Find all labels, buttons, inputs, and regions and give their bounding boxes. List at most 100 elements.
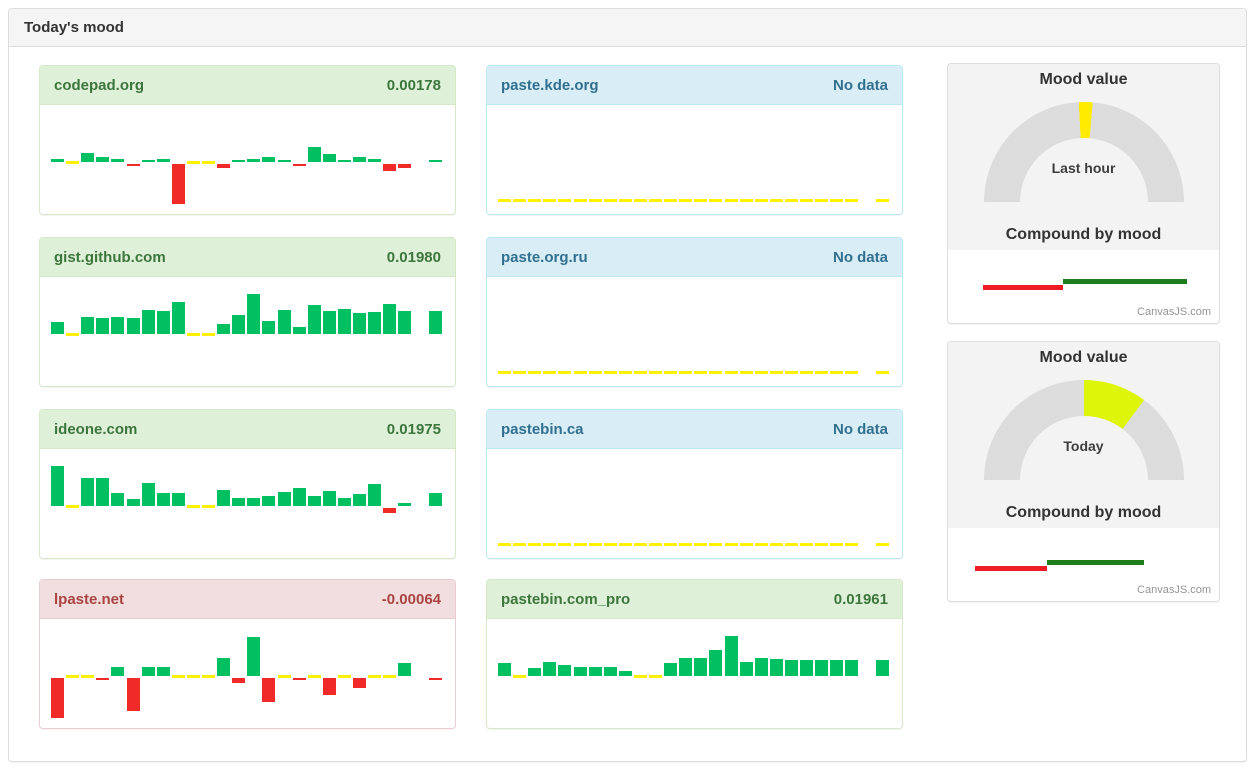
zero-marker xyxy=(830,199,844,202)
mood-bar xyxy=(337,498,351,506)
mood-bar xyxy=(111,159,125,162)
zero-marker xyxy=(739,199,753,202)
site-panel-header: paste.kde.org No data xyxy=(487,66,902,105)
mood-bar xyxy=(368,484,382,506)
site-value: No data xyxy=(832,76,888,94)
site-title: paste.kde.org xyxy=(501,76,599,94)
mood-bar xyxy=(111,317,125,334)
mood-bar xyxy=(383,508,397,513)
mood-bar xyxy=(307,496,321,506)
mood-bar xyxy=(232,498,246,506)
mood-bar xyxy=(156,667,170,676)
mood-bar xyxy=(664,663,678,676)
zero-marker xyxy=(649,543,662,546)
site-value: 0.01975 xyxy=(386,420,441,438)
zero-marker xyxy=(573,543,587,546)
zero-marker xyxy=(724,371,738,374)
mood-bar xyxy=(769,659,783,676)
mood-bar xyxy=(337,309,351,334)
zero-marker xyxy=(202,161,215,164)
mood-bar xyxy=(754,658,768,676)
gauge-arc xyxy=(984,102,1184,202)
site-title: gist.github.com xyxy=(54,248,166,266)
zero-marker xyxy=(543,199,557,202)
mood-bar xyxy=(845,660,859,676)
site-panel: lpaste.net -0.00064 xyxy=(39,579,456,729)
zero-marker xyxy=(784,199,798,202)
mood-bar xyxy=(724,636,738,676)
gauge-title: Mood value xyxy=(1039,71,1128,88)
mood-bar xyxy=(428,311,442,334)
site-panel-header: ideone.com 0.01975 xyxy=(40,410,455,449)
mood-bar xyxy=(217,490,231,506)
compound-negative-bar xyxy=(975,566,1047,571)
mood-bar xyxy=(96,478,110,506)
mood-bar xyxy=(51,678,64,718)
mood-bar xyxy=(368,312,382,334)
zero-marker xyxy=(66,675,80,678)
mood-bar xyxy=(247,159,261,162)
zero-marker xyxy=(383,675,397,678)
mood-bar xyxy=(337,160,351,162)
mood-bar xyxy=(262,321,276,334)
zero-marker xyxy=(498,543,511,546)
zero-marker xyxy=(709,199,723,202)
zero-marker xyxy=(603,199,617,202)
zero-marker xyxy=(588,371,602,374)
mood-bar xyxy=(558,665,572,676)
site-panel: codepad.org 0.00178 xyxy=(39,65,456,215)
zero-marker xyxy=(815,371,829,374)
zero-marker xyxy=(588,199,602,202)
mood-bar xyxy=(709,650,723,676)
dashboard-panel: Today's mood codepad.org 0.00178 gist.gith… xyxy=(8,8,1247,762)
zero-marker xyxy=(815,199,829,202)
zero-marker xyxy=(694,199,708,202)
mood-bar xyxy=(383,304,397,334)
zero-marker xyxy=(513,199,527,202)
zero-marker xyxy=(633,675,647,678)
zero-marker xyxy=(558,199,572,202)
mood-bar xyxy=(322,491,336,506)
site-value: No data xyxy=(832,248,888,266)
zero-marker xyxy=(558,371,572,374)
zero-marker xyxy=(664,371,678,374)
mood-bar xyxy=(679,658,693,676)
mood-bar xyxy=(277,160,291,162)
site-chart xyxy=(40,277,455,386)
site-title: ideone.com xyxy=(54,420,138,438)
gauge-period-label: Today xyxy=(1063,438,1104,454)
site-panel: paste.org.ru No data xyxy=(486,237,903,387)
zero-marker xyxy=(543,543,557,546)
zero-marker xyxy=(277,675,291,678)
zero-marker xyxy=(875,199,889,202)
mood-bar xyxy=(353,157,366,162)
zero-marker xyxy=(769,199,783,202)
canvasjs-watermark[interactable]: CanvasJS.com xyxy=(1137,306,1211,318)
zero-marker xyxy=(543,371,557,374)
site-value: -0.00064 xyxy=(381,590,441,608)
mood-bar xyxy=(156,493,170,506)
zero-marker xyxy=(769,543,783,546)
zero-marker xyxy=(784,371,798,374)
canvasjs-watermark[interactable]: CanvasJS.com xyxy=(1137,584,1211,596)
mood-bar xyxy=(307,147,321,162)
zero-marker xyxy=(830,371,844,374)
mood-bar xyxy=(156,311,170,334)
mood-bar xyxy=(618,671,632,676)
zero-marker xyxy=(769,371,783,374)
zero-marker xyxy=(694,543,708,546)
mood-bar xyxy=(573,667,587,676)
site-panel: gist.github.com 0.01980 xyxy=(39,237,456,387)
mood-bar xyxy=(217,658,231,676)
zero-marker xyxy=(81,675,95,678)
zero-marker xyxy=(498,371,511,374)
mood-bar xyxy=(232,315,246,334)
mood-bar xyxy=(141,667,155,676)
zero-marker xyxy=(528,543,542,546)
compound-positive-bar xyxy=(1063,279,1187,284)
mood-bar xyxy=(171,302,185,334)
mood-bar xyxy=(322,678,336,695)
zero-marker xyxy=(815,543,829,546)
mood-bar xyxy=(543,662,557,676)
mood-bar xyxy=(262,678,276,702)
